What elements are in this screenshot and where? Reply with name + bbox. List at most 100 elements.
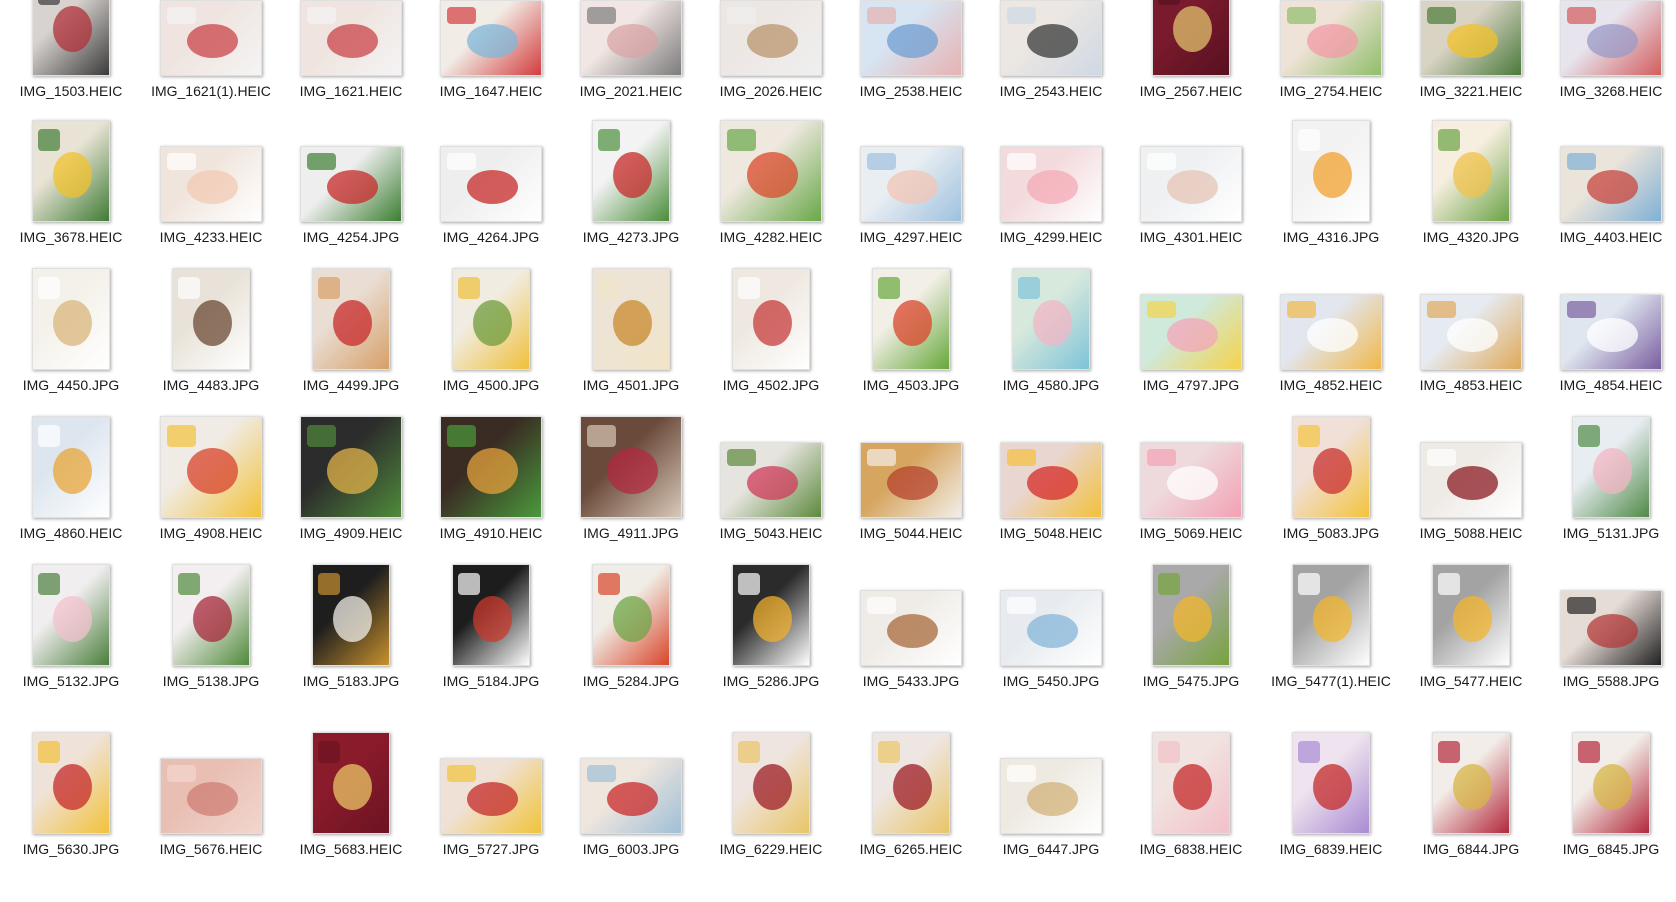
image-thumbnail[interactable] <box>1140 294 1242 370</box>
file-item[interactable]: IMG_4502.JPG <box>701 268 841 438</box>
image-thumbnail[interactable] <box>1012 268 1090 370</box>
file-item[interactable]: IMG_6003.JPG <box>561 752 701 902</box>
image-thumbnail[interactable] <box>160 416 262 518</box>
image-thumbnail[interactable] <box>720 0 822 76</box>
image-thumbnail[interactable] <box>1140 146 1242 222</box>
image-thumbnail[interactable] <box>1292 120 1370 222</box>
file-item[interactable]: IMG_5131.JPG <box>1541 416 1676 586</box>
file-item[interactable]: IMG_4908.HEIC <box>141 416 281 586</box>
image-thumbnail[interactable] <box>580 758 682 834</box>
file-item[interactable]: IMG_5284.JPG <box>561 564 701 734</box>
image-thumbnail[interactable] <box>1000 590 1102 666</box>
file-item[interactable]: IMG_5477.HEIC <box>1401 564 1541 734</box>
file-item[interactable]: IMG_5083.JPG <box>1261 416 1401 586</box>
file-item[interactable]: IMG_4500.JPG <box>421 268 561 438</box>
image-thumbnail[interactable] <box>440 146 542 222</box>
file-item[interactable]: IMG_4403.HEIC <box>1541 140 1676 290</box>
image-thumbnail[interactable] <box>860 590 962 666</box>
file-item[interactable]: IMG_5588.JPG <box>1541 584 1676 734</box>
file-item[interactable]: IMG_5676.HEIC <box>141 752 281 902</box>
file-item[interactable]: IMG_5727.JPG <box>421 752 561 902</box>
image-thumbnail[interactable] <box>440 416 542 518</box>
image-thumbnail[interactable] <box>860 442 962 518</box>
file-item[interactable]: IMG_2754.HEIC <box>1261 0 1401 144</box>
image-thumbnail[interactable] <box>1292 564 1370 666</box>
file-item[interactable]: IMG_5683.HEIC <box>281 732 421 902</box>
image-thumbnail[interactable] <box>1560 590 1662 666</box>
image-thumbnail[interactable] <box>312 564 390 666</box>
image-thumbnail[interactable] <box>32 564 110 666</box>
file-item[interactable]: IMG_5043.HEIC <box>701 436 841 586</box>
file-item[interactable]: IMG_4450.JPG <box>1 268 141 438</box>
image-thumbnail[interactable] <box>1432 732 1510 834</box>
image-thumbnail[interactable] <box>732 268 810 370</box>
image-thumbnail[interactable] <box>1152 0 1230 76</box>
file-item[interactable]: IMG_4264.JPG <box>421 140 561 290</box>
file-item[interactable]: IMG_4580.JPG <box>981 268 1121 438</box>
file-item[interactable]: IMG_4299.HEIC <box>981 140 1121 290</box>
file-item[interactable]: IMG_4797.JPG <box>1121 288 1261 438</box>
file-item[interactable]: IMG_6265.HEIC <box>841 732 981 902</box>
image-thumbnail[interactable] <box>300 0 402 76</box>
image-thumbnail[interactable] <box>580 416 682 518</box>
file-item[interactable]: IMG_3268.HEIC <box>1541 0 1676 144</box>
image-thumbnail[interactable] <box>1280 294 1382 370</box>
file-item[interactable]: IMG_4860.HEIC <box>1 416 141 586</box>
file-item[interactable]: IMG_4911.JPG <box>561 416 701 586</box>
image-thumbnail[interactable] <box>872 732 950 834</box>
image-thumbnail[interactable] <box>172 268 250 370</box>
file-item[interactable]: IMG_4852.HEIC <box>1261 288 1401 438</box>
file-item[interactable]: IMG_4320.JPG <box>1401 120 1541 290</box>
file-item[interactable]: IMG_4282.HEIC <box>701 120 841 290</box>
image-thumbnail[interactable] <box>32 416 110 518</box>
file-item[interactable]: IMG_4909.HEIC <box>281 416 421 586</box>
file-item[interactable]: IMG_5477(1).HEIC <box>1261 564 1401 734</box>
image-thumbnail[interactable] <box>160 758 262 834</box>
image-thumbnail[interactable] <box>1000 758 1102 834</box>
image-thumbnail[interactable] <box>300 416 402 518</box>
file-item[interactable]: IMG_5132.JPG <box>1 564 141 734</box>
image-thumbnail[interactable] <box>872 268 950 370</box>
image-thumbnail[interactable] <box>440 0 542 76</box>
image-thumbnail[interactable] <box>592 120 670 222</box>
image-thumbnail[interactable] <box>1560 0 1662 76</box>
image-thumbnail[interactable] <box>1000 0 1102 76</box>
file-item[interactable]: IMG_4501.JPG <box>561 268 701 438</box>
file-item[interactable]: IMG_4254.JPG <box>281 140 421 290</box>
file-item[interactable]: IMG_5044.HEIC <box>841 436 981 586</box>
file-item[interactable]: IMG_2026.HEIC <box>701 0 841 144</box>
file-item[interactable]: IMG_1621(1).HEIC <box>141 0 281 144</box>
file-item[interactable]: IMG_4233.HEIC <box>141 140 281 290</box>
file-item[interactable]: IMG_2567.HEIC <box>1121 0 1261 144</box>
image-thumbnail[interactable] <box>1560 294 1662 370</box>
image-thumbnail[interactable] <box>1280 0 1382 76</box>
image-thumbnail[interactable] <box>32 120 110 222</box>
image-thumbnail[interactable] <box>1420 442 1522 518</box>
image-thumbnail[interactable] <box>860 0 962 76</box>
image-thumbnail[interactable] <box>1292 732 1370 834</box>
file-item[interactable]: IMG_4297.HEIC <box>841 140 981 290</box>
file-item[interactable]: IMG_5184.JPG <box>421 564 561 734</box>
image-thumbnail[interactable] <box>1420 294 1522 370</box>
file-item[interactable]: IMG_5048.HEIC <box>981 436 1121 586</box>
file-item[interactable]: IMG_4499.JPG <box>281 268 421 438</box>
file-item[interactable]: IMG_4483.JPG <box>141 268 281 438</box>
file-item[interactable]: IMG_4503.JPG <box>841 268 981 438</box>
image-thumbnail[interactable] <box>452 564 530 666</box>
image-thumbnail[interactable] <box>1432 564 1510 666</box>
file-item[interactable]: IMG_1621.HEIC <box>281 0 421 144</box>
file-item[interactable]: IMG_3678.HEIC <box>1 120 141 290</box>
file-item[interactable]: IMG_4273.JPG <box>561 120 701 290</box>
file-item[interactable]: IMG_6839.HEIC <box>1261 732 1401 902</box>
image-thumbnail[interactable] <box>1000 146 1102 222</box>
image-thumbnail[interactable] <box>720 120 822 222</box>
file-item[interactable]: IMG_6838.HEIC <box>1121 732 1261 902</box>
image-thumbnail[interactable] <box>1572 416 1650 518</box>
image-thumbnail[interactable] <box>720 442 822 518</box>
image-thumbnail[interactable] <box>440 758 542 834</box>
file-item[interactable]: IMG_4853.HEIC <box>1401 288 1541 438</box>
file-item[interactable]: IMG_5630.JPG <box>1 732 141 902</box>
file-item[interactable]: IMG_4316.JPG <box>1261 120 1401 290</box>
file-item[interactable]: IMG_2021.HEIC <box>561 0 701 144</box>
image-thumbnail[interactable] <box>732 564 810 666</box>
